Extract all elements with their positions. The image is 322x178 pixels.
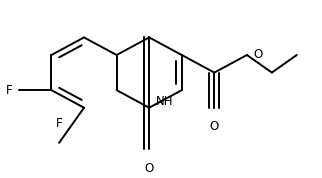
Text: O: O <box>210 121 219 134</box>
Text: NH: NH <box>156 95 173 108</box>
Text: O: O <box>145 162 154 175</box>
Text: F: F <box>6 84 13 97</box>
Text: F: F <box>56 117 62 130</box>
Text: O: O <box>253 48 262 61</box>
